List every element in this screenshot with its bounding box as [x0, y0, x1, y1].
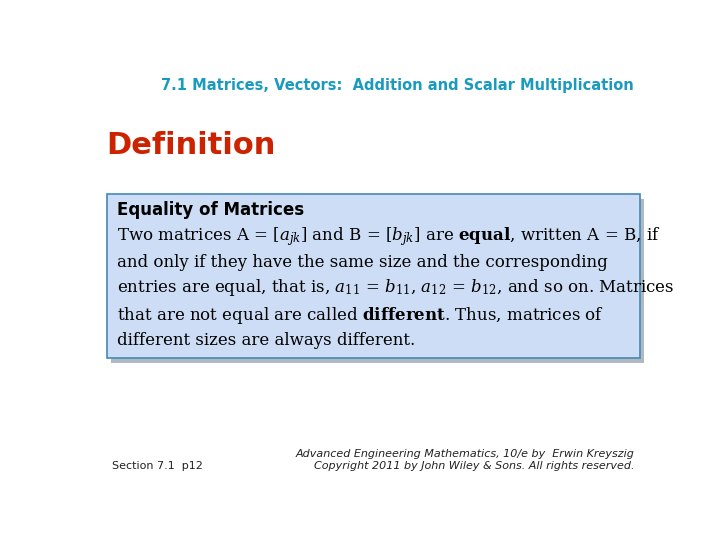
FancyBboxPatch shape — [111, 199, 644, 363]
Text: Equality of Matrices: Equality of Matrices — [117, 201, 304, 219]
Text: 7.1 Matrices, Vectors:  Addition and Scalar Multiplication: 7.1 Matrices, Vectors: Addition and Scal… — [161, 78, 634, 93]
FancyBboxPatch shape — [107, 194, 639, 358]
Text: Advanced Engineering Mathematics, 10/e by  Erwin Kreyszig
Copyright 2011 by John: Advanced Engineering Mathematics, 10/e b… — [295, 449, 634, 471]
Text: Two matrices A = [$a_{jk}$] and B = [$b_{jk}$] are $\mathbf{equal}$, written A =: Two matrices A = [$a_{jk}$] and B = [$b_… — [117, 225, 674, 349]
Text: Definition: Definition — [107, 131, 276, 160]
Text: Section 7.1  p12: Section 7.1 p12 — [112, 462, 203, 471]
